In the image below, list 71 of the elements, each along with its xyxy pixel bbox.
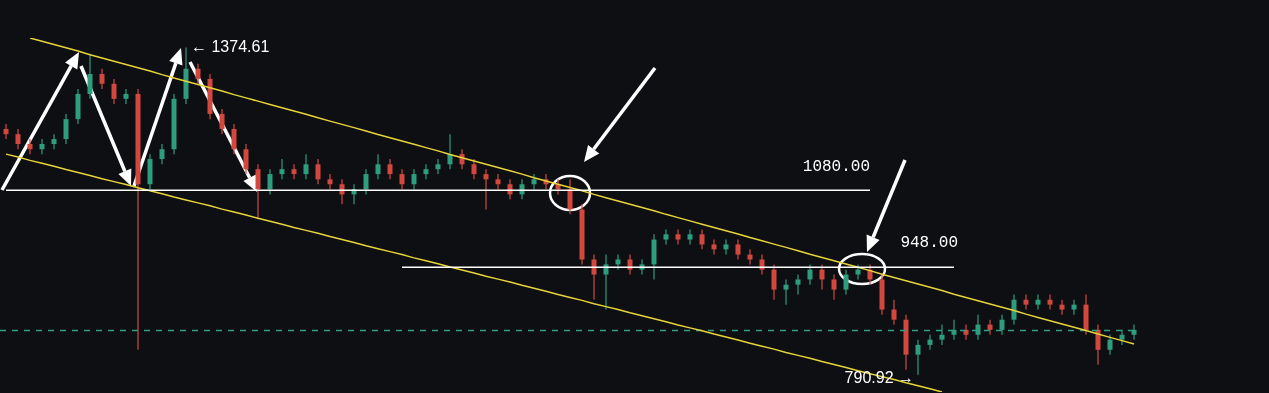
candlestick [963,324,969,341]
candlestick [411,168,417,190]
candlestick [375,153,381,180]
candlestick [255,163,261,220]
candlestick [327,173,333,190]
candlestick [267,168,273,195]
candlestick [1071,299,1077,316]
candlestick [723,238,729,256]
candlestick [423,163,429,180]
candlestick [807,263,813,286]
candlestick [315,158,321,185]
candlestick [699,228,705,250]
candlestick [27,138,33,155]
candlestick [159,143,165,165]
candlestick [531,173,537,190]
candlestick [387,158,393,180]
candlestick [279,158,285,180]
candlestick [1035,293,1041,311]
candlestick [675,228,681,246]
candlestick [51,133,57,150]
candlestick [303,153,309,180]
candlestick [111,78,117,105]
candlestick [63,113,69,145]
candlestick [399,168,405,190]
candlestick [495,173,501,190]
candlestick [219,108,225,135]
candlestick [759,253,765,276]
annotation: 790.92 → [844,368,914,386]
candlestick [915,339,921,376]
candlestick [783,278,789,306]
candlestick [243,143,249,175]
candlestick [687,228,693,246]
candlestick [627,253,633,276]
candlestick [891,299,897,326]
candlestick [99,68,105,90]
candlestick [363,168,369,195]
candlestick [927,334,933,351]
candlestick [15,128,21,150]
candlestick [231,123,237,155]
candlestick [639,258,645,276]
candlestick [483,168,489,211]
candlestick [1107,334,1113,356]
candlestick [195,63,201,85]
candlestick [1095,324,1101,366]
candlestick [795,273,801,296]
candlestick [771,263,777,301]
annotation: 1080.00 [802,158,870,177]
candlestick [603,253,609,311]
candlestick [3,123,9,140]
candlestick [435,158,441,175]
candlestick [855,263,861,281]
annotation: 948.00 [900,234,958,253]
candlestick [1059,299,1065,316]
candlestick [987,319,993,336]
candlestick [1047,293,1053,311]
candlestick [831,273,837,301]
candlestick [591,253,597,301]
candlestick [615,253,621,271]
candlestick [39,138,45,155]
candlestick [87,53,93,100]
annotation: ← 1374.61 [191,38,270,56]
candlestick [1011,293,1017,326]
candlestick [1023,293,1029,311]
candlestick [123,88,129,105]
candlestick [711,238,717,256]
candlestick [735,238,741,261]
candlestick [663,228,669,246]
candlestick [843,269,849,296]
candlestick [819,263,825,291]
candlestick [471,158,477,180]
candlestick [291,163,297,180]
